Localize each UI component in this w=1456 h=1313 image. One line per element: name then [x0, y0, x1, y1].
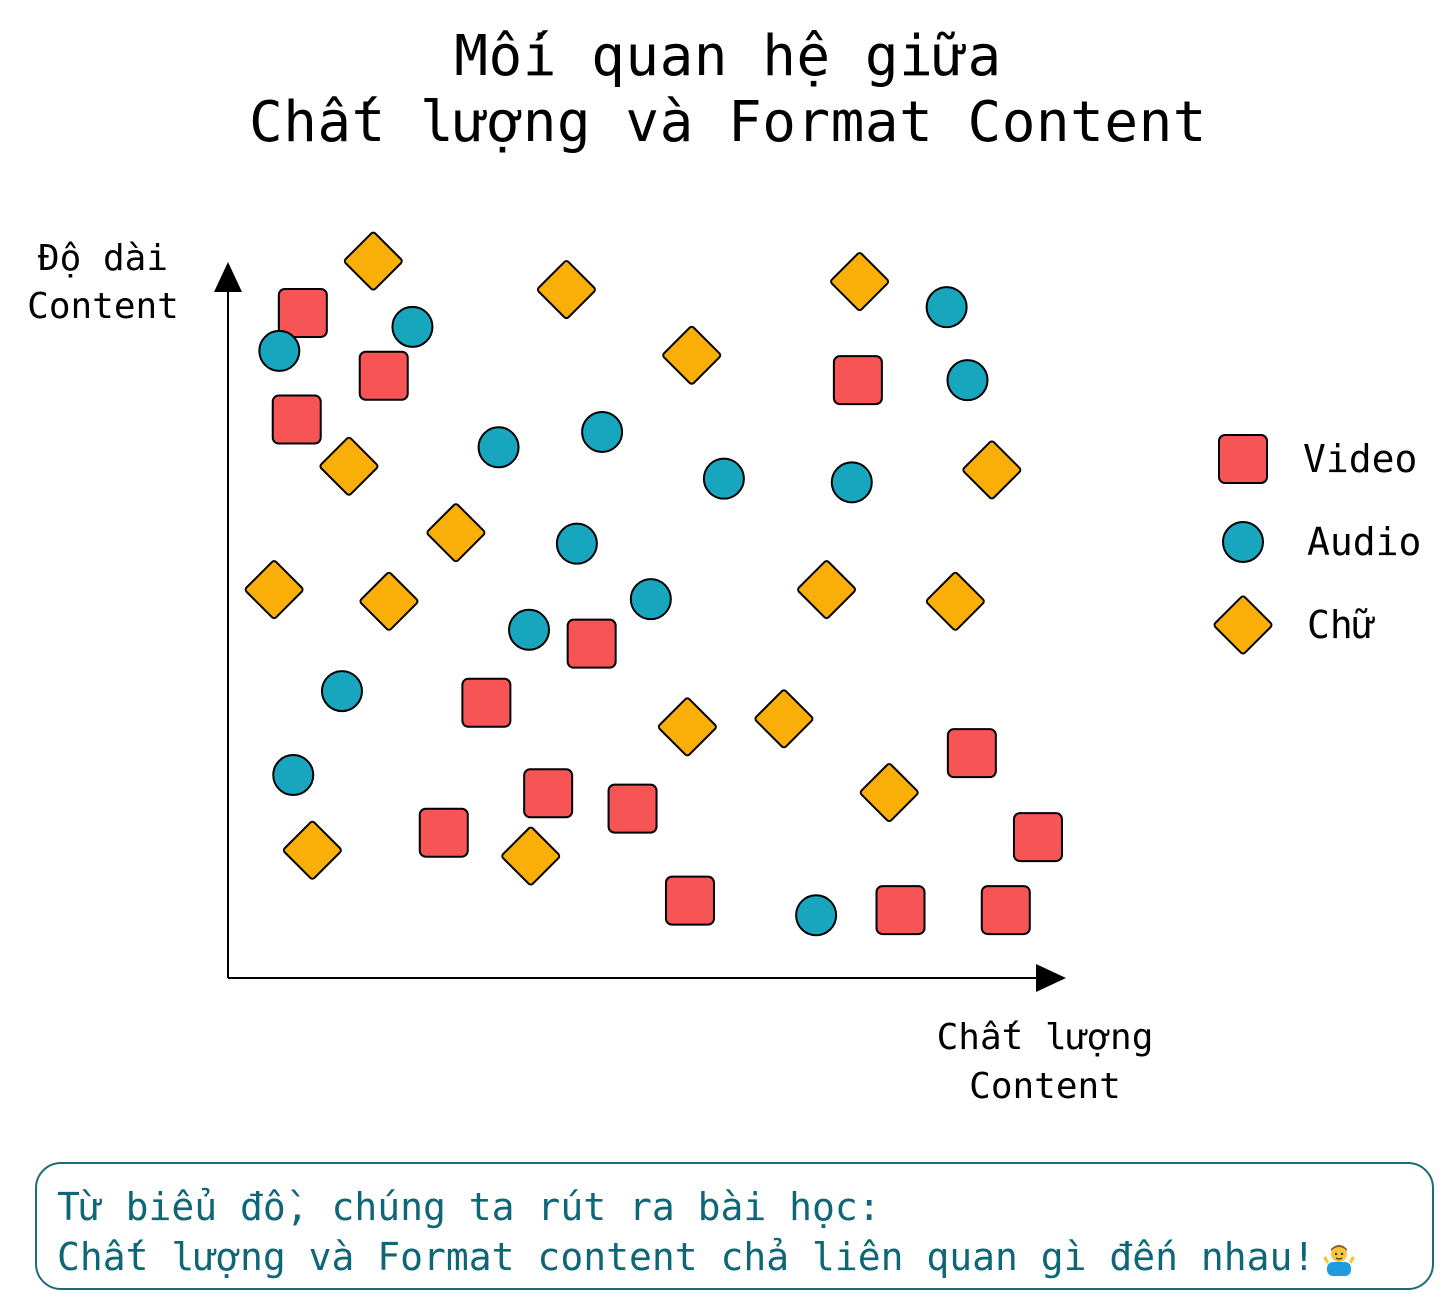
point-rounded-square-5	[523, 768, 574, 819]
x-axis-arrow-icon	[1036, 964, 1066, 992]
point-diamond-13	[754, 689, 814, 749]
point-diamond-15	[282, 820, 342, 880]
y-axis-label-line-2: Content	[27, 286, 179, 327]
point-diamond-8	[244, 560, 304, 620]
legend-rounded-square-swatch	[1218, 434, 1268, 484]
point-rounded-square-1	[277, 287, 328, 338]
point-circle-7	[925, 286, 968, 329]
point-circle-1	[258, 329, 301, 372]
point-rounded-square-3	[271, 394, 322, 445]
legend: Video Audio Chữ	[1213, 434, 1421, 655]
point-rounded-square-4	[461, 677, 512, 728]
legend-diamond-swatch	[1213, 595, 1273, 655]
point-rounded-square-10	[832, 355, 883, 406]
point-rounded-square-11	[946, 728, 997, 779]
point-circle-10	[629, 578, 672, 621]
point-diamond-16	[501, 826, 561, 886]
point-circle-11	[508, 608, 551, 651]
point-circle-4	[581, 410, 624, 453]
point-diamond-7	[426, 503, 486, 563]
point-rounded-square-14	[980, 885, 1031, 936]
point-diamond-6	[962, 440, 1022, 500]
point-circle-9	[555, 522, 598, 565]
point-diamond-9	[359, 571, 419, 631]
point-diamond-12	[657, 697, 717, 757]
scatter-plot: Độ dài Content Chất lượng Content Video A…	[27, 231, 1421, 1107]
chart-title-line-1: Mối quan hệ giữa	[454, 24, 1002, 89]
point-circle-12	[320, 670, 363, 713]
point-rounded-square-6	[418, 807, 469, 858]
point-circle-6	[830, 461, 873, 504]
x-axis-label-line-2: Content	[969, 1066, 1121, 1107]
takeaway-line-2: Chất lượng và Format content chả liên qu…	[57, 1232, 1432, 1282]
point-circle-5	[702, 457, 745, 500]
takeaway-line-2-text: Chất lượng và Format content chả liên qu…	[57, 1235, 1316, 1279]
person-shrugging-emoji-icon	[1323, 1245, 1356, 1276]
point-diamond-10	[797, 560, 857, 620]
point-circle-13	[272, 754, 315, 797]
point-rounded-square-8	[566, 618, 617, 669]
point-diamond-2	[536, 260, 596, 320]
axes	[214, 262, 1066, 992]
legend-label-2: Audio	[1307, 520, 1421, 564]
takeaway-line-1: Từ biểu đồ, chúng ta rút ra bài học:	[57, 1185, 881, 1229]
legend-label-3: Chữ	[1307, 603, 1376, 647]
point-circle-14	[795, 894, 838, 937]
y-axis-arrow-icon	[214, 262, 242, 292]
y-axis-label-line-1: Độ dài	[38, 238, 168, 279]
chart-title-line-2: Chất lượng và Format Content	[248, 90, 1207, 155]
legend-circle-swatch	[1222, 521, 1264, 563]
data-points	[244, 231, 1063, 937]
point-rounded-square-13	[875, 885, 926, 936]
point-diamond-11	[925, 571, 985, 631]
takeaway-note: Từ biểu đồ, chúng ta rút ra bài học: Chấ…	[35, 1162, 1434, 1290]
point-rounded-square-9	[664, 875, 715, 926]
point-rounded-square-12	[1012, 812, 1063, 863]
point-rounded-square-2	[358, 350, 409, 401]
point-circle-3	[477, 426, 520, 469]
point-diamond-4	[662, 325, 722, 385]
point-diamond-5	[319, 436, 379, 496]
point-circle-2	[391, 305, 434, 348]
x-axis-label-line-1: Chất lượng	[937, 1017, 1154, 1058]
legend-label-1: Video	[1303, 437, 1417, 481]
point-rounded-square-7	[607, 783, 658, 834]
chart-title: Mối quan hệ giữa Chất lượng và Format Co…	[0, 24, 1456, 156]
point-diamond-14	[859, 763, 919, 823]
point-circle-8	[946, 359, 989, 402]
point-diamond-3	[830, 252, 890, 312]
point-diamond-1	[343, 231, 403, 291]
